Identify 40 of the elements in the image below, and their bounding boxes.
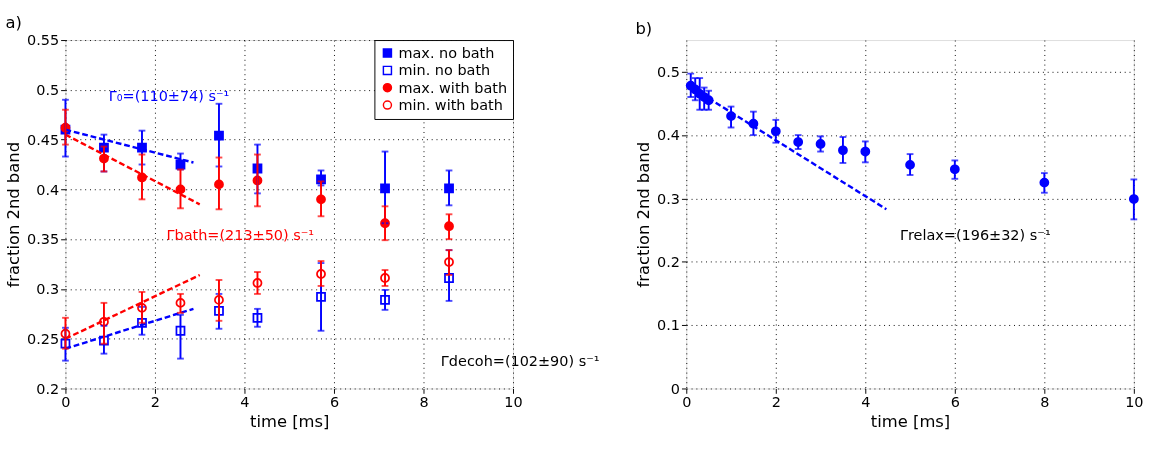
y-tick-label: 0.3 xyxy=(657,190,681,207)
annotation: Γbath=(213±50) s⁻¹ xyxy=(166,227,315,244)
y-axis-title: fraction 2nd band xyxy=(4,141,24,288)
legend-label: max. with bath xyxy=(398,79,508,96)
y-tick-label: 0.5 xyxy=(657,64,681,81)
x-tick-label: 10 xyxy=(1125,394,1144,411)
x-tick-label: 10 xyxy=(504,394,523,411)
x-tick-label: 0 xyxy=(682,394,692,411)
y-axis-title: fraction 2nd band xyxy=(634,141,654,288)
legend-label: max. no bath xyxy=(398,44,495,61)
x-tick-label: 2 xyxy=(150,394,161,411)
y-tick-label: 0.4 xyxy=(36,181,60,198)
legend-label: min. with bath xyxy=(398,96,503,113)
y-tick-label: 0.55 xyxy=(27,32,60,49)
annotation: Γdecoh=(102±90) s⁻¹ xyxy=(440,353,600,370)
y-tick-label: 0.2 xyxy=(36,380,60,397)
y-tick-label: 0.2 xyxy=(657,254,681,271)
y-tick-label: 0.25 xyxy=(27,331,60,348)
x-axis-title: time [ms] xyxy=(250,411,330,431)
x-tick-label: 8 xyxy=(1040,394,1050,411)
x-tick-label: 0 xyxy=(61,394,71,411)
chart-title: a) xyxy=(5,12,22,32)
y-tick-label: 0.4 xyxy=(657,127,681,144)
annotation: Γ₀=(110±74) s⁻¹ xyxy=(108,87,230,104)
y-tick-label: 0.1 xyxy=(657,317,681,334)
annotation: Γrelax=(196±32) s⁻¹ xyxy=(899,227,1051,244)
x-tick-label: 4 xyxy=(861,394,871,411)
x-tick-label: 8 xyxy=(419,394,429,411)
y-tick-label: 0 xyxy=(670,380,681,397)
x-tick-label: 4 xyxy=(240,394,250,411)
x-tick-label: 2 xyxy=(771,394,781,411)
x-tick-label: 6 xyxy=(329,394,340,411)
y-tick-label: 0.35 xyxy=(27,231,60,248)
chart-title: b) xyxy=(635,19,653,39)
x-axis-title: time [ms] xyxy=(870,411,951,431)
x-tick-label: 6 xyxy=(950,394,960,411)
y-tick-label: 0.3 xyxy=(36,281,60,298)
y-tick-label: 0.5 xyxy=(36,82,60,99)
legend-label: min. no bath xyxy=(398,62,491,79)
y-tick-label: 0.45 xyxy=(27,131,60,148)
